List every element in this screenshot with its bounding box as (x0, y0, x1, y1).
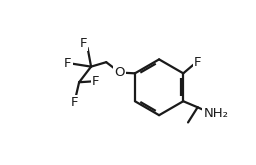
Text: F: F (80, 37, 87, 50)
Text: F: F (71, 96, 78, 109)
Text: NH₂: NH₂ (204, 107, 228, 120)
Text: F: F (64, 57, 72, 70)
Text: O: O (114, 66, 125, 79)
Text: F: F (92, 75, 100, 88)
Text: F: F (194, 56, 201, 69)
